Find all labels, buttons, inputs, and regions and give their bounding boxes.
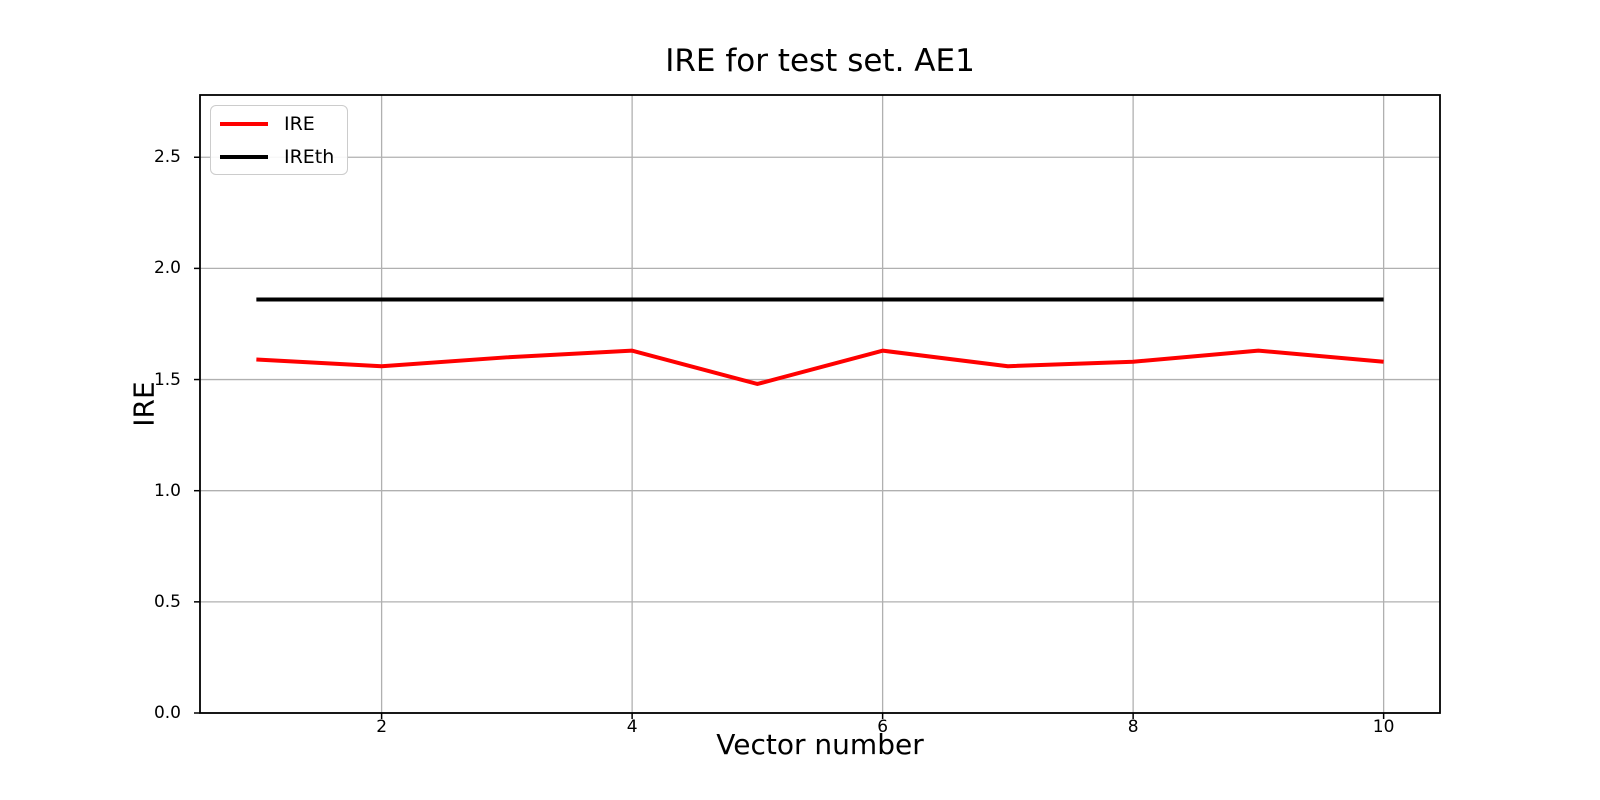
legend-label-ire: IRE (284, 112, 315, 135)
y-tick-label: 0.0 (153, 703, 181, 723)
series-line-ire (256, 348, 1384, 386)
ire-line-swatch-icon (220, 121, 268, 126)
legend-label-ireth: IREth (284, 145, 335, 168)
legend-item-ire: IRE (211, 107, 347, 140)
x-tick-label: 2 (376, 717, 388, 737)
x-tick-label: 8 (1127, 717, 1139, 737)
y-tick-label: 1.0 (153, 480, 181, 501)
x-tick-label: 10 (1372, 717, 1395, 737)
y-tick-label: 1.5 (153, 369, 181, 390)
plot-frame (199, 94, 1441, 714)
ireth-line-swatch-icon (220, 154, 268, 159)
y-tick-label: 2.5 (153, 147, 181, 168)
x-tick-label: 4 (626, 717, 638, 737)
x-tick-label: 6 (877, 717, 889, 737)
x-axis-label: Vector number (716, 728, 924, 761)
legend: IRE IREth (210, 105, 348, 175)
legend-item-ireth: IREth (211, 140, 347, 173)
y-tick-label: 0.5 (153, 591, 181, 612)
chart-title: IRE for test set. AE1 (665, 43, 975, 79)
y-tick-label: 2.0 (153, 258, 181, 279)
